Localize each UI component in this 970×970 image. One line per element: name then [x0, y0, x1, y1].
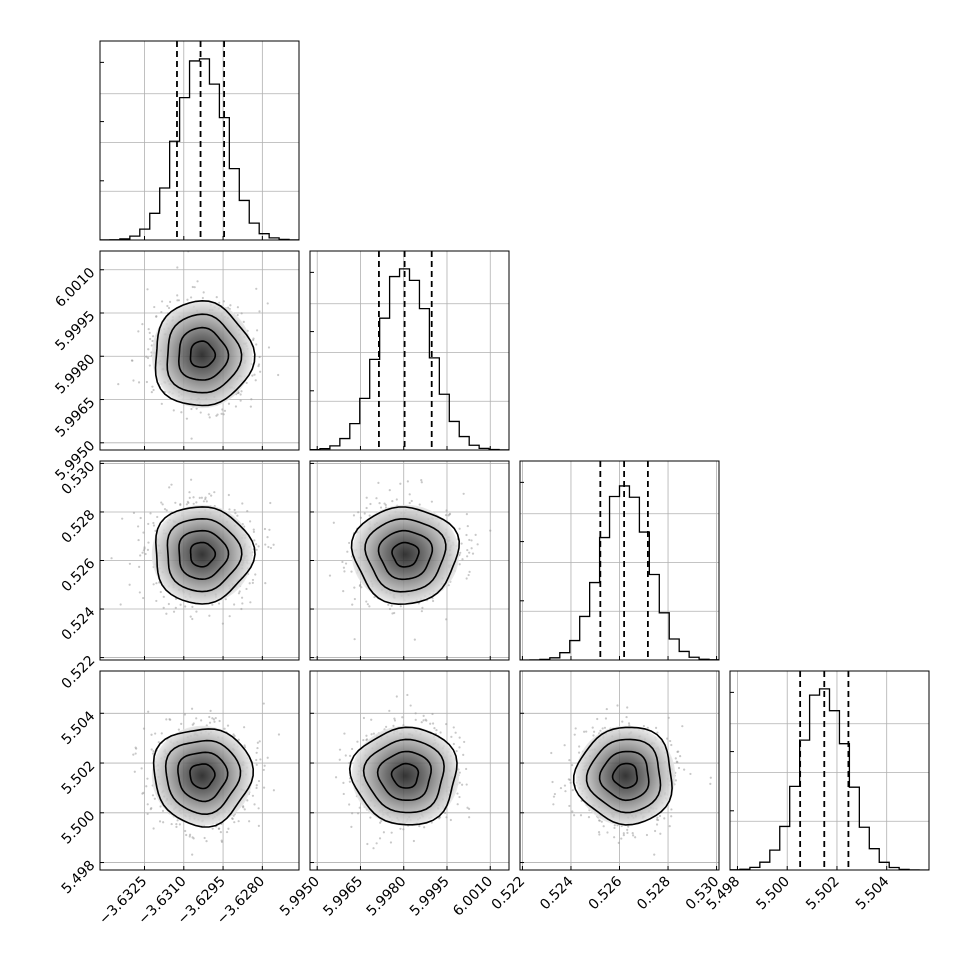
ytick-label-3-3: 5.504 — [59, 708, 99, 748]
contour-3 — [152, 728, 255, 828]
panel-2-1 — [309, 460, 510, 661]
contour-1 — [178, 529, 230, 581]
xtick-label-3-3: 5.504 — [853, 873, 893, 913]
contour-1 — [598, 750, 650, 802]
contour-0 — [390, 762, 420, 789]
contour-2 — [362, 738, 445, 814]
ytick-label-2-0: 0.522 — [59, 653, 99, 693]
panel-frame — [309, 460, 510, 661]
panel-3-0: −3.6325−3.6310−3.6295−3.62805.4985.5005.… — [59, 670, 300, 928]
contour-0 — [189, 763, 216, 790]
contour-2 — [164, 739, 242, 816]
panel-frame — [99, 670, 300, 871]
contour-3 — [154, 299, 256, 407]
ytick-label-3-0: 5.498 — [59, 858, 99, 898]
ytick-label-2-3: 0.528 — [59, 507, 99, 547]
contour-0 — [189, 340, 217, 369]
panel-2-2 — [519, 460, 720, 661]
panel-frame — [99, 460, 300, 661]
histogram-step-0 — [100, 58, 299, 240]
panel-1-1 — [309, 250, 510, 451]
contour-3 — [350, 506, 461, 606]
ytick-label-1-3: 5.9995 — [52, 308, 98, 354]
ytick-label-1-1: 5.9965 — [52, 395, 98, 441]
histogram-step-2 — [520, 485, 719, 660]
panel-frame — [309, 670, 510, 871]
contour-2 — [166, 517, 243, 593]
panel-frame — [309, 250, 510, 451]
contour-3 — [572, 726, 673, 826]
xtick-label-3-1: 5.500 — [753, 874, 793, 914]
panel-frame — [519, 670, 720, 871]
ytick-label-1-4: 6.0010 — [52, 265, 98, 311]
xtick-label-1-2: 5.9980 — [364, 874, 410, 920]
ytick-label-1-2: 5.9980 — [52, 351, 98, 397]
contour-1 — [376, 750, 433, 801]
xtick-label-1-3: 5.9995 — [407, 874, 453, 920]
panel-frame — [519, 460, 720, 661]
panel-3-3: 5.498 5.500 5.502 5.504 — [704, 670, 930, 914]
contour-0 — [391, 541, 420, 568]
xtick-label-2-3: 0.528 — [634, 874, 674, 914]
ytick-label-2-2: 0.526 — [59, 555, 99, 595]
contour-0 — [611, 762, 639, 789]
contour-2 — [166, 313, 243, 394]
xtick-label-1-1: 5.9965 — [320, 874, 366, 920]
histogram-step-1 — [310, 268, 509, 450]
xtick-label-1-0: 5.9950 — [277, 874, 323, 920]
ytick-label-3-1: 5.500 — [59, 808, 99, 848]
panel-0-0 — [99, 40, 300, 241]
contour-1 — [177, 751, 229, 803]
contour-3 — [154, 506, 256, 605]
histogram-step-3 — [730, 688, 929, 870]
contour-2 — [364, 518, 447, 593]
xtick-label-2-1: 0.524 — [537, 873, 577, 913]
density-fill — [575, 725, 676, 826]
panel-frame — [99, 250, 300, 451]
contour-2 — [585, 738, 662, 814]
contour-1 — [377, 529, 434, 581]
xtick-label-2-2: 0.526 — [586, 873, 626, 913]
ytick-label-2-1: 0.524 — [59, 604, 99, 644]
ytick-label-3-2: 5.502 — [59, 758, 99, 798]
panel-3-2: 0.522 0.524 0.526 0.528 0.530 — [489, 670, 722, 914]
xtick-label-3-2: 5.502 — [803, 874, 843, 914]
contour-3 — [348, 726, 458, 826]
density-fill — [151, 725, 253, 826]
xtick-label-1-4: 6.0010 — [450, 874, 496, 920]
panel-frame — [729, 670, 930, 871]
density-fill — [151, 504, 253, 605]
xtick-label-2-0: 0.522 — [489, 874, 529, 914]
panel-frame — [99, 40, 300, 241]
contour-1 — [177, 326, 230, 381]
contour-0 — [189, 541, 217, 568]
